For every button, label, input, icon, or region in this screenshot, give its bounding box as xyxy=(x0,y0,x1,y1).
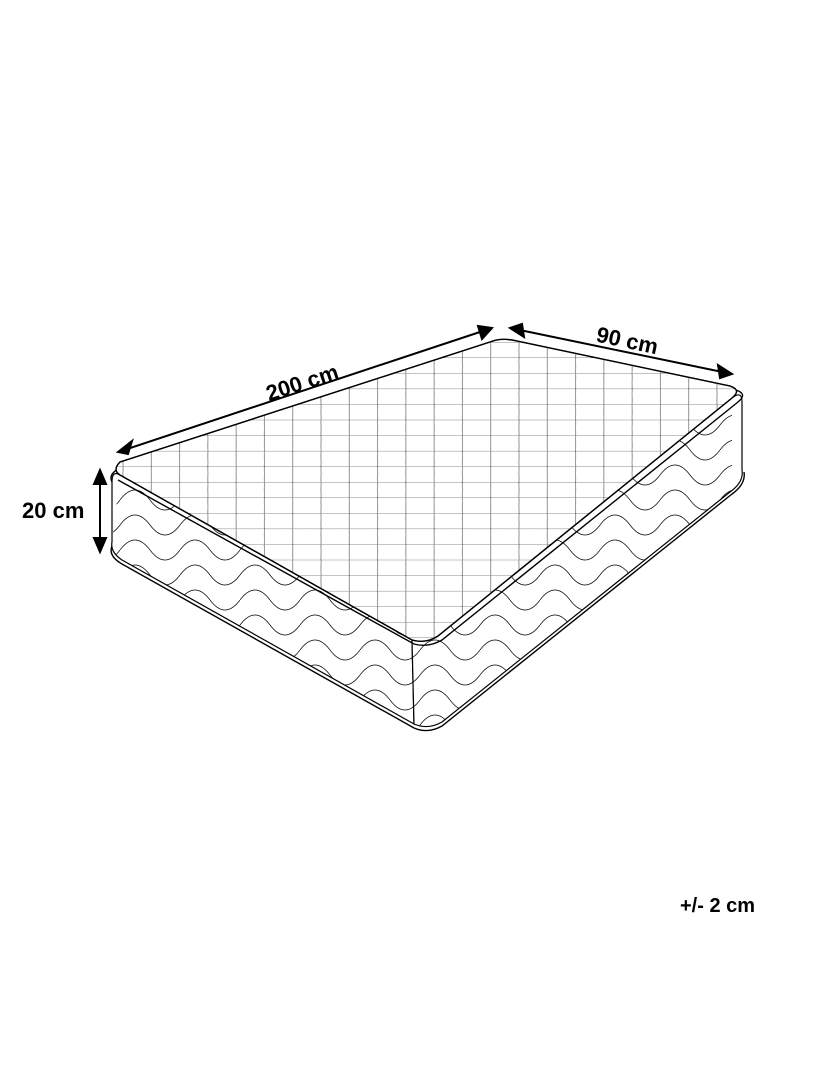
dim-height-arrow xyxy=(94,470,106,552)
mattress-svg xyxy=(0,0,830,1080)
mattress-dimension-diagram: 200 cm 90 cm 20 cm +/- 2 cm xyxy=(0,0,830,1080)
tolerance-label: +/- 2 cm xyxy=(680,895,755,918)
dim-height-label: 20 cm xyxy=(22,498,84,524)
